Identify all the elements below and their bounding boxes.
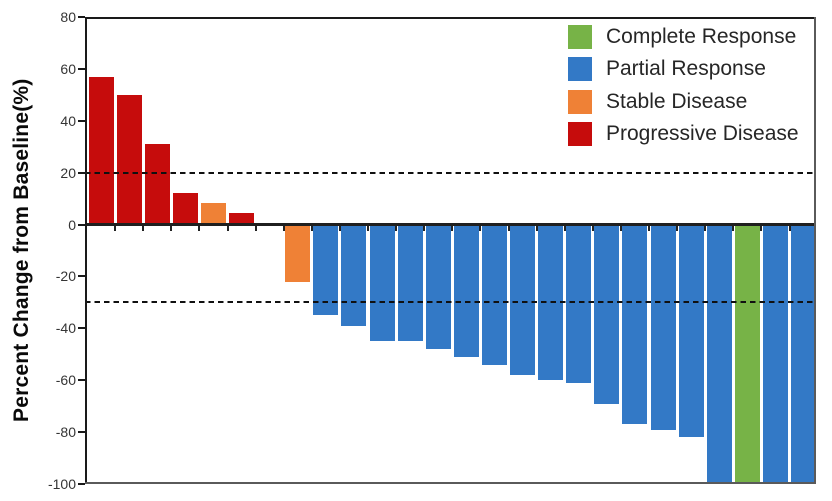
y-axis-tick-label: -20 (55, 268, 76, 285)
legend-swatch-icon (568, 25, 592, 49)
y-axis-tick-label: 80 (60, 9, 76, 25)
x-axis-tick (788, 226, 791, 232)
y-axis-tick (78, 275, 85, 278)
reference-line-minus30 (85, 301, 816, 304)
patient-bar-12 (425, 224, 451, 350)
plot-area (85, 17, 816, 484)
y-axis-tick-label: 40 (60, 112, 76, 129)
y-axis-tick (78, 483, 85, 485)
x-axis-tick (310, 226, 313, 232)
legend-label: Stable Disease (606, 89, 748, 113)
patient-bar-11 (397, 224, 423, 342)
y-axis-tick-label: -40 (55, 320, 76, 337)
plot-border-bottom (85, 482, 816, 484)
patient-bar-25 (791, 224, 816, 484)
patient-bar-3 (144, 144, 170, 225)
y-axis-tick (78, 223, 85, 226)
y-axis-tick (78, 327, 85, 330)
patient-bar-15 (510, 224, 535, 376)
plot-border-top (85, 17, 816, 19)
reference-line-plus20 (85, 171, 816, 174)
patient-bar-19 (622, 224, 648, 425)
x-axis-tick (226, 226, 229, 232)
plot-border-right (814, 17, 816, 484)
legend-swatch-icon (568, 89, 592, 114)
x-axis-tick (704, 226, 707, 232)
patient-bar-14 (481, 224, 507, 365)
x-axis-tick (423, 226, 426, 232)
y-axis-tick (78, 16, 85, 18)
patient-bar-8 (313, 224, 339, 316)
patient-bar-17 (566, 224, 592, 383)
y-axis-tick-label: 60 (60, 60, 76, 77)
legend-item-progressive-disease: Progressive Disease (568, 121, 799, 146)
x-axis-tick (198, 226, 201, 232)
patient-bar-21 (678, 224, 704, 438)
plot-border-left (85, 17, 87, 484)
y-axis-tick (78, 119, 85, 122)
patient-bar-7 (285, 224, 311, 282)
x-axis-tick (451, 226, 454, 232)
x-axis-tick (282, 226, 285, 232)
patient-bar-18 (594, 224, 620, 404)
x-axis-tick (648, 226, 650, 232)
patient-bar-9 (341, 224, 367, 326)
y-axis-tick (78, 67, 85, 70)
patient-bar-2 (116, 94, 142, 225)
x-axis-tick (760, 226, 763, 232)
x-axis-tick (254, 226, 257, 232)
zero-baseline (85, 223, 816, 227)
legend-label: Complete Response (606, 25, 797, 48)
y-axis-tick (78, 431, 85, 434)
x-axis-tick (535, 226, 538, 232)
legend-label: Progressive Disease (606, 121, 799, 145)
x-axis-tick (479, 226, 482, 232)
x-axis-tick (114, 226, 117, 232)
y-axis-tick-label: 0 (68, 216, 76, 233)
legend-swatch-icon (568, 121, 592, 146)
patient-bar-20 (650, 224, 676, 430)
x-axis-tick (563, 226, 566, 232)
y-axis-tick (78, 379, 85, 382)
patient-bar-24 (762, 224, 788, 484)
legend-item-stable-disease: Stable Disease (568, 89, 748, 114)
x-axis-tick (619, 226, 622, 232)
patient-bar-22 (706, 224, 732, 484)
patient-bar-6 (229, 212, 254, 225)
x-axis-tick (142, 226, 145, 232)
patient-bar-10 (369, 224, 395, 342)
x-axis-tick (395, 226, 398, 232)
y-axis-tick (78, 171, 85, 174)
y-axis-title: Percent Change from Baseline(%) (10, 78, 33, 423)
legend-item-partial-response: Partial Response (568, 57, 766, 82)
y-axis-tick-label: 20 (60, 164, 76, 181)
patient-bar-23 (734, 224, 760, 484)
y-axis-tick-label: -60 (55, 372, 76, 389)
patient-bar-13 (453, 224, 479, 357)
y-axis-tick-label: -100 (47, 476, 76, 492)
patient-bar-1 (88, 76, 114, 225)
y-axis-tick-label: -80 (55, 424, 76, 441)
patient-bar-5 (200, 202, 226, 225)
patient-bar-4 (172, 193, 198, 225)
legend-swatch-icon (568, 57, 592, 82)
x-axis-tick (676, 226, 679, 232)
x-axis-tick (367, 226, 369, 232)
x-axis-tick (507, 226, 510, 232)
legend-label: Partial Response (606, 57, 766, 81)
x-axis-tick (170, 226, 173, 232)
x-axis-tick (732, 226, 735, 232)
x-axis-tick (591, 226, 594, 232)
x-axis-tick (338, 226, 341, 232)
legend-item-complete-response: Complete Response (568, 25, 796, 49)
